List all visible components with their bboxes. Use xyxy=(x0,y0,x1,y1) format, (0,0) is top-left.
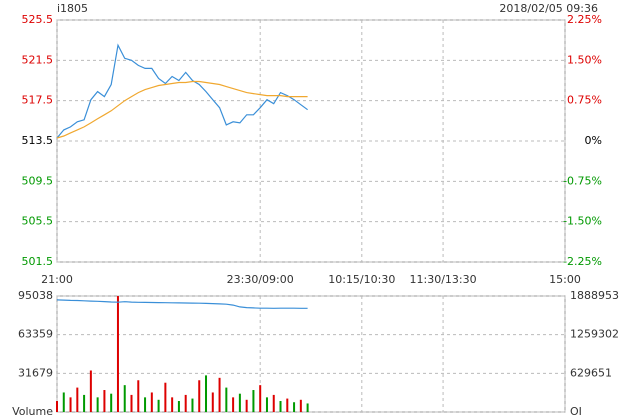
y2-tick-label: -2.25% xyxy=(563,255,602,268)
y-tick-label: 31679 xyxy=(18,366,53,379)
volume-bar xyxy=(96,397,99,412)
y2-tick-label: -1.50% xyxy=(563,215,602,228)
volume-bar xyxy=(69,397,72,412)
line xyxy=(56,43,308,139)
y2-tick-label: OI xyxy=(570,405,582,418)
y-tick-label: 525.5 xyxy=(22,13,54,26)
volume-bar xyxy=(171,397,174,412)
volume-bar xyxy=(218,377,221,412)
timestamp: 2018/02/05 09:36 xyxy=(499,2,598,15)
volume-bar xyxy=(198,380,201,412)
volume-bar xyxy=(89,370,92,412)
x-tick-label: 23:30/09:00 xyxy=(227,273,294,286)
y-tick-label: 509.5 xyxy=(22,174,54,187)
volume-bar xyxy=(150,392,153,412)
y2-tick-label: 0.75% xyxy=(567,94,602,107)
volume-bar xyxy=(177,401,180,412)
volume-bar xyxy=(76,387,79,412)
volume-bar xyxy=(144,397,147,412)
volume-bar xyxy=(191,398,194,412)
y-tick-label: 95038 xyxy=(18,289,53,302)
y2-tick-label: 1.50% xyxy=(567,53,602,66)
y-tick-label: 521.5 xyxy=(22,53,54,66)
y-tick-label: 63359 xyxy=(18,328,53,341)
volume-bar xyxy=(259,385,262,412)
line xyxy=(56,80,308,139)
x-tick-label: 15:00 xyxy=(549,273,581,286)
volume-bar xyxy=(110,393,113,412)
y-tick-label: 505.5 xyxy=(22,215,54,228)
volume-bar xyxy=(116,296,119,412)
volume-bar xyxy=(279,401,282,412)
volume-bar xyxy=(83,394,86,412)
chart-title: i1805 xyxy=(57,2,88,15)
volume-bar xyxy=(232,397,235,412)
y-tick-label: Volume xyxy=(12,405,53,418)
y-tick-label: 501.5 xyxy=(22,255,54,268)
volume-bar xyxy=(252,390,255,412)
y2-tick-label: 629651 xyxy=(570,366,612,379)
volume-bar xyxy=(103,390,106,412)
volume-bar xyxy=(123,385,126,412)
volume-bar xyxy=(62,392,65,412)
volume-bar xyxy=(211,392,214,412)
y2-tick-label: 1888953 xyxy=(570,289,619,302)
volume-frame xyxy=(56,295,566,413)
volume-bar xyxy=(306,403,309,412)
volume-bar xyxy=(299,399,302,412)
x-tick-label: 21:00 xyxy=(41,273,73,286)
volume-bar xyxy=(286,398,289,412)
y-tick-label: 517.5 xyxy=(22,94,54,107)
x-tick-label: 10:15/10:30 xyxy=(328,273,395,286)
volume-bar xyxy=(164,382,167,412)
y2-tick-label: -0.75% xyxy=(563,174,602,187)
volume-bar xyxy=(205,375,208,412)
x-tick-label: 11:30/13:30 xyxy=(410,273,477,286)
volume-bar xyxy=(157,399,160,412)
volume-bar xyxy=(293,402,296,412)
volume-bar xyxy=(265,397,268,412)
volume-bar xyxy=(225,387,228,412)
y-tick-label: 513.5 xyxy=(22,134,54,147)
volume-bar xyxy=(245,399,248,412)
y2-tick-label: 2.25% xyxy=(567,13,602,26)
y2-tick-label: 0% xyxy=(585,134,602,147)
volume-bar xyxy=(238,393,241,412)
y2-tick-label: 1259302 xyxy=(570,328,619,341)
volume-bar xyxy=(184,394,187,412)
line xyxy=(56,299,308,309)
volume-bar xyxy=(272,394,275,412)
volume-bar xyxy=(130,394,133,412)
volume-bar xyxy=(56,401,58,412)
volume-bar xyxy=(137,380,140,412)
